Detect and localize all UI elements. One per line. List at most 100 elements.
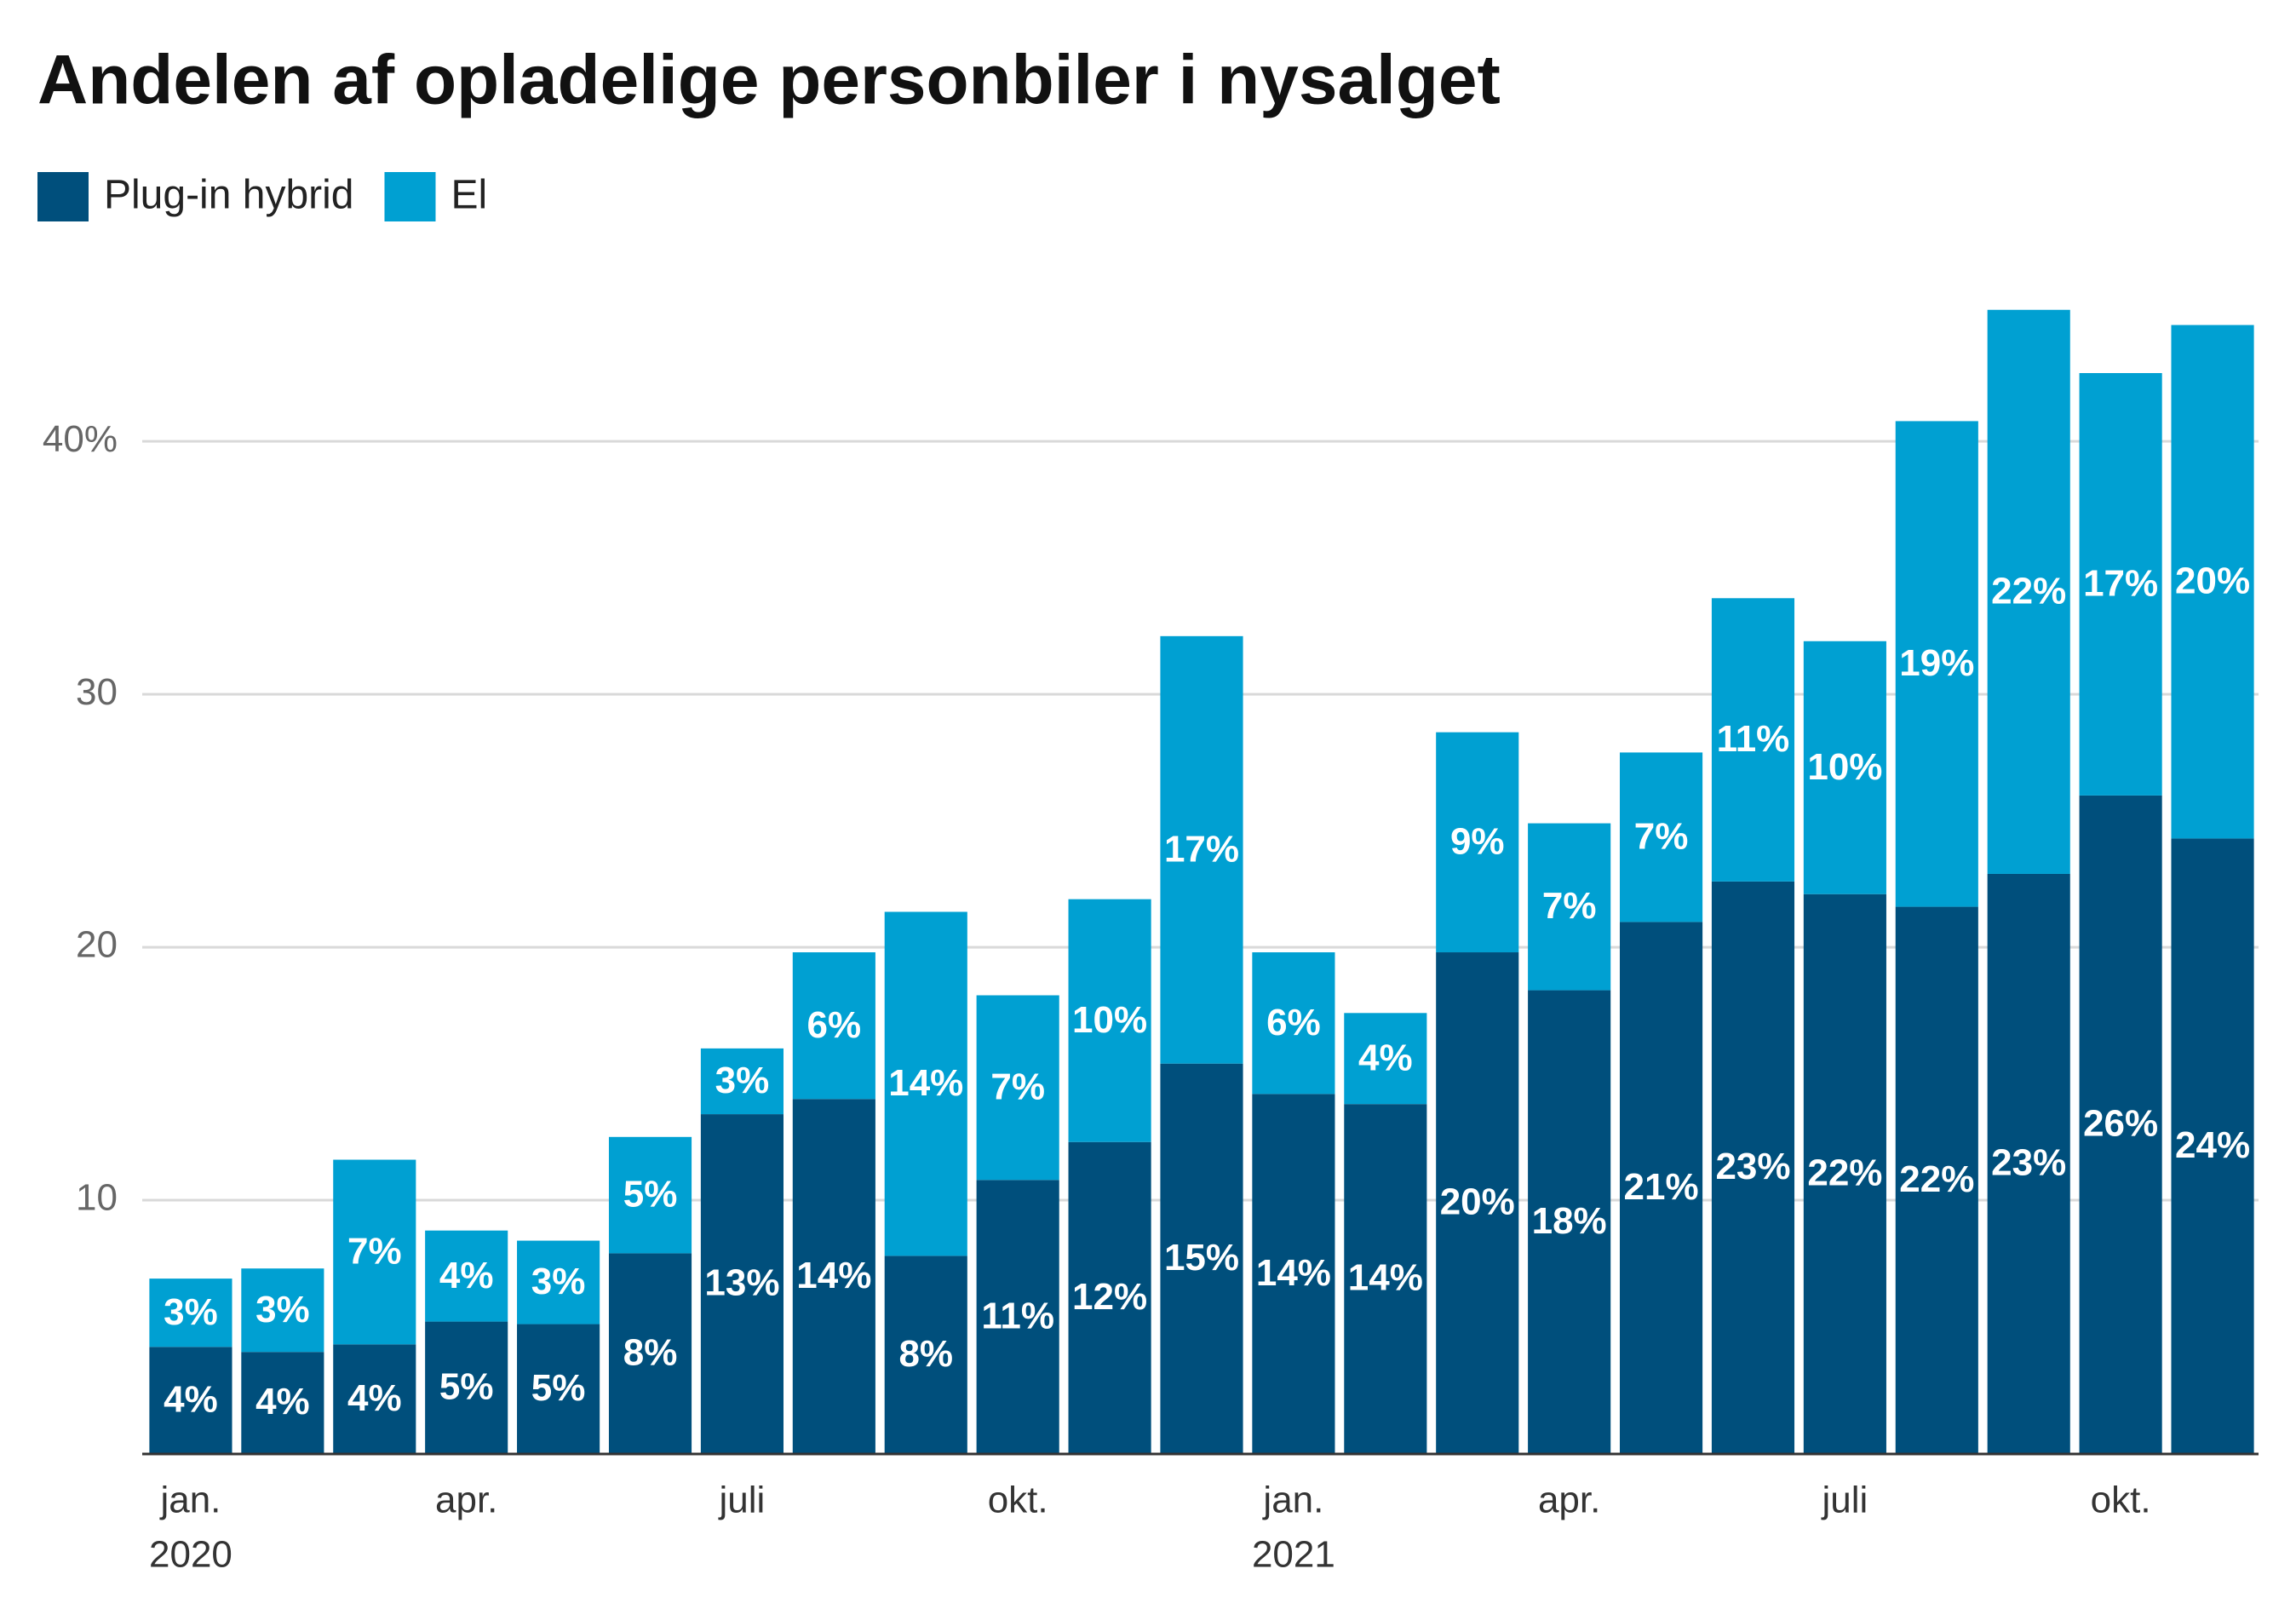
y-tick-label: 20 [76,924,118,966]
data-label: 6% [1266,1002,1321,1043]
data-label: 8% [898,1333,953,1375]
data-label: 7% [990,1066,1045,1108]
data-label: 4% [347,1377,402,1419]
bar-segment [1436,732,1519,953]
bar-segment [1528,823,1611,991]
data-label: 22% [1807,1152,1882,1193]
data-label: 9% [1450,820,1505,862]
data-label: 20% [2175,560,2250,602]
bar-segment [1987,873,2070,1453]
bar-segment [1068,1141,1151,1453]
bar-segment [425,1230,508,1322]
bar-segment [517,1240,600,1325]
bar-segment [1068,899,1151,1142]
x-tick-label: apr. [1538,1480,1600,1521]
bar-segment [976,1180,1059,1453]
chart-title: Andelen af opladelige personbiler i nysa… [37,42,1501,119]
bar-segment [149,1347,232,1453]
bar-segment [1160,1063,1243,1453]
data-label: 3% [255,1289,310,1330]
data-label: 21% [1624,1166,1699,1208]
bar-segment [1895,421,1978,907]
y-tick-label: 30 [76,671,118,713]
data-label: 23% [1715,1146,1790,1187]
data-label: 10% [1807,746,1882,788]
data-label: 5% [623,1174,678,1215]
bar-segment [976,995,1059,1181]
data-label: 22% [1991,570,2066,612]
bar-segment [333,1344,416,1453]
data-label: 14% [1256,1252,1331,1294]
x-year-label: 2020 [149,1534,232,1576]
x-tick-label: okt. [2091,1480,2151,1521]
bar-segment [517,1324,600,1453]
bar-segment [700,1114,784,1453]
bar-segment [149,1279,232,1348]
data-label: 26% [2083,1103,2158,1145]
data-label: 8% [623,1331,678,1373]
bar-segment [884,911,967,1256]
data-label: 17% [1164,828,1239,870]
data-label: 7% [1634,816,1689,858]
data-label: 22% [1899,1158,1974,1200]
data-label: 5% [531,1367,586,1409]
bar-segment [1620,922,1703,1453]
data-label: 4% [164,1378,218,1420]
bar-segment [608,1136,692,1254]
data-label: 4% [439,1255,494,1296]
data-label: 19% [1899,642,1974,684]
data-label: 7% [1542,885,1597,927]
bar-segment [1160,635,1243,1064]
data-label: 4% [255,1381,310,1422]
bar-segment [1620,752,1703,922]
x-tick-label: jan. [1261,1480,1323,1521]
bar-segment [425,1321,508,1453]
data-label: 3% [164,1291,218,1333]
data-label: 20% [1440,1181,1515,1223]
data-label: 7% [347,1231,402,1273]
data-label: 14% [1348,1257,1423,1299]
bar-segment [2171,838,2254,1453]
data-label: 15% [1164,1237,1239,1279]
data-label: 6% [807,1004,862,1046]
bar-segment [792,1099,875,1453]
bar-segment [792,952,875,1100]
bar-segment [1344,1104,1427,1453]
x-tick-label: juli [1820,1480,1868,1521]
data-label: 11% [981,1295,1054,1336]
bar-segment [1711,598,1795,882]
bar-segment [608,1253,692,1453]
bar-segment [700,1048,784,1115]
bar-segment [1987,309,2070,874]
data-label: 4% [1358,1037,1413,1078]
data-label: 3% [531,1261,586,1302]
data-label: 24% [2175,1124,2250,1166]
data-label: 14% [796,1255,871,1296]
data-label: 17% [2083,563,2158,605]
bar-segment [1803,894,1886,1453]
data-label: 11% [1717,718,1790,760]
bar-segment [1252,1094,1335,1453]
bar-segment [2079,795,2162,1453]
bar-segment [1528,990,1611,1453]
x-year-label: 2021 [1252,1534,1335,1576]
x-tick-label: jan. [158,1480,221,1521]
bar-segment [1803,641,1886,894]
data-label: 12% [1072,1276,1147,1318]
bar-segment [241,1268,324,1353]
bar-segment [2171,325,2254,839]
bar-segment [1252,952,1335,1095]
bar-segment [1436,952,1519,1453]
legend-label: Plug-in hybrid [104,173,353,218]
legend-swatch [384,172,436,221]
x-tick-label: apr. [435,1480,497,1521]
bar-segment [241,1352,324,1453]
data-label: 5% [439,1365,494,1407]
data-label: 10% [1072,999,1147,1041]
bar-segment [1344,1013,1427,1105]
y-tick-label: 40% [43,418,118,460]
data-label: 13% [704,1262,779,1304]
data-label: 3% [715,1060,770,1101]
